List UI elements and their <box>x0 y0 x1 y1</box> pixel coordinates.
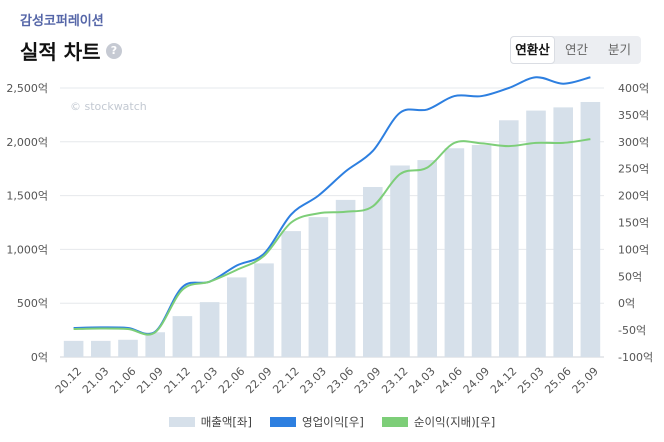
x-tick-label: 23.06 <box>325 365 356 396</box>
revenue-bar <box>308 217 329 357</box>
right-tick-label: 0억 <box>618 297 635 310</box>
legend-item-revenue[interactable]: 매출액[좌] <box>168 414 252 430</box>
revenue-bar <box>254 263 274 357</box>
revenue-bar <box>444 148 465 357</box>
x-tick-label: 24.03 <box>406 365 437 396</box>
left-tick-label: 0억 <box>31 351 48 364</box>
page-title: 실적 차트 <box>20 40 101 64</box>
tab-quarterly[interactable]: 분기 <box>607 42 631 57</box>
left-tick-label: 2,500억 <box>6 82 48 95</box>
watermark: © stockwatch <box>70 100 147 113</box>
x-tick-label: 22.12 <box>270 365 301 396</box>
tab-annualized[interactable]: 연환산 <box>510 36 555 64</box>
x-tick-label: 21.12 <box>162 365 193 396</box>
x-tick-label: 25.03 <box>515 365 546 396</box>
x-tick-label: 25.09 <box>570 365 601 396</box>
right-tick-label: 150억 <box>618 217 649 230</box>
legend-label-net-income: 순이익(지배)[우] <box>413 415 496 429</box>
right-tick-label: 350억 <box>618 109 649 122</box>
revenue-bar <box>553 107 573 357</box>
x-tick-label: 21.03 <box>80 365 111 396</box>
revenue-bar <box>227 277 247 357</box>
revenue-bar <box>172 316 193 357</box>
revenue-bar <box>471 145 492 357</box>
x-tick-label: 23.03 <box>298 365 329 396</box>
revenue-bar <box>390 165 410 357</box>
company-name: 감성코퍼레이션 <box>20 14 104 29</box>
revenue-bar <box>199 302 220 357</box>
legend-item-operating-profit[interactable]: 영업이익[우] <box>269 414 364 430</box>
legend-item-net-income[interactable]: 순이익(지배)[우] <box>381 414 496 430</box>
left-tick-label: 2,000억 <box>6 136 48 149</box>
revenue-bar <box>91 340 111 357</box>
right-tick-label: 250억 <box>618 163 649 176</box>
period-tabs: 연환산 연간 분기 <box>510 36 641 64</box>
revenue-bar <box>63 340 84 357</box>
x-tick-label: 22.06 <box>216 365 247 396</box>
legend-swatch-operating-profit <box>269 417 296 427</box>
right-tick-label: 400억 <box>618 82 649 95</box>
revenue-bar <box>363 186 383 357</box>
legend-label-operating-profit: 영업이익[우] <box>301 415 364 429</box>
legend: 매출액[좌] 영업이익[우] 순이익(지배)[우] <box>0 414 664 430</box>
x-tick-label: 22.09 <box>243 365 274 396</box>
revenue-bar <box>335 199 356 357</box>
right-tick-label: 100억 <box>618 243 649 256</box>
x-tick-label: 22.03 <box>189 365 220 396</box>
right-tick-label: 50억 <box>618 270 642 283</box>
x-tick-label: 23.09 <box>352 365 383 396</box>
x-tick-label: 20.12 <box>53 365 84 396</box>
revenue-bar <box>417 160 437 357</box>
x-tick-label: 24.09 <box>461 365 492 396</box>
revenue-bar <box>145 332 165 357</box>
revenue-bar <box>580 101 601 357</box>
revenue-bar <box>118 339 138 357</box>
right-tick-label: 200억 <box>618 190 649 203</box>
x-tick-label: 24.06 <box>434 365 465 396</box>
x-tick-label: 21.09 <box>134 365 165 396</box>
revenue-bar <box>526 110 546 357</box>
right-tick-label: -50억 <box>618 324 646 337</box>
revenue-bar <box>281 231 301 357</box>
legend-label-revenue: 매출액[좌] <box>200 415 252 429</box>
left-tick-label: 500억 <box>17 297 48 310</box>
net-income-line <box>73 138 591 336</box>
legend-swatch-net-income <box>381 417 408 427</box>
x-tick-label: 25.06 <box>542 365 573 396</box>
help-icon[interactable]: ? <box>106 43 122 59</box>
left-tick-label: 1,500억 <box>6 190 48 203</box>
right-tick-label: -100억 <box>618 351 653 364</box>
left-tick-label: 1,000억 <box>6 243 48 256</box>
tab-annual[interactable]: 연간 <box>564 42 588 57</box>
revenue-bar <box>499 120 519 357</box>
x-tick-label: 23.12 <box>379 365 410 396</box>
legend-swatch-revenue <box>168 417 195 427</box>
x-tick-label: 21.06 <box>107 365 138 396</box>
x-tick-label: 24.12 <box>488 365 519 396</box>
right-tick-label: 300억 <box>618 136 649 149</box>
